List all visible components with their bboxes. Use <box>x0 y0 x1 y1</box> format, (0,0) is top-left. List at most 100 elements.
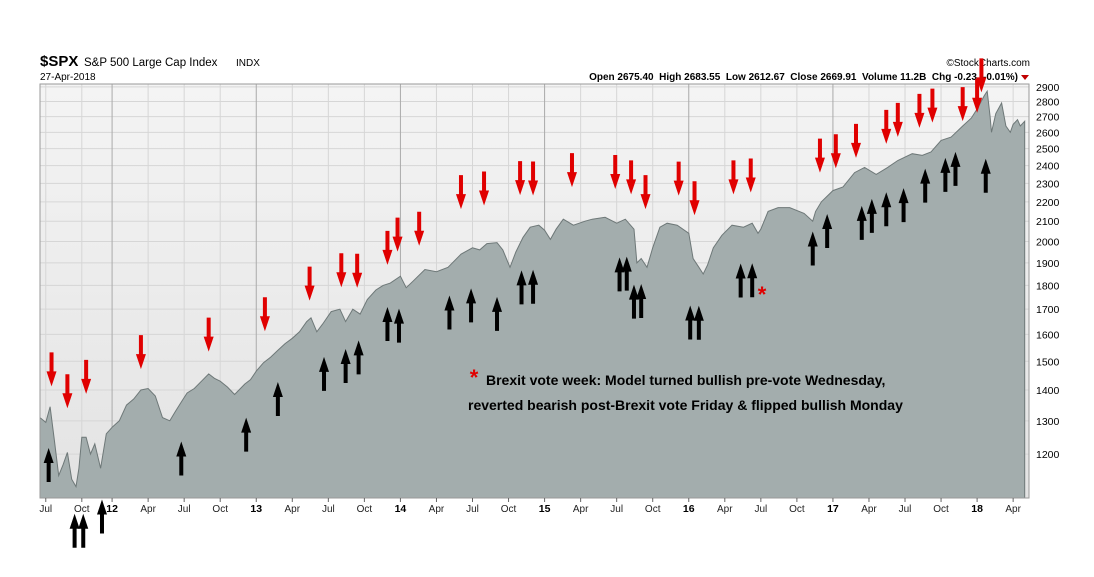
bullish-arrow <box>241 417 252 452</box>
symbol: $SPX <box>40 53 78 70</box>
brexit-star: * <box>758 282 767 307</box>
y-tick-label: 2000 <box>1036 237 1060 249</box>
bearish-arrow <box>881 109 892 144</box>
x-tick-label: Apr <box>285 504 301 515</box>
bearish-arrow <box>640 175 651 210</box>
bearish-arrow <box>976 58 987 93</box>
bearish-arrow <box>814 138 825 173</box>
x-tick-label: 12 <box>106 503 118 515</box>
y-tick-label: 2800 <box>1036 96 1060 108</box>
x-tick-label: Apr <box>140 504 156 515</box>
x-tick-label: Oct <box>74 504 90 515</box>
bullish-arrow <box>856 205 867 240</box>
bullish-arrow <box>898 188 909 223</box>
bullish-arrow <box>747 263 758 298</box>
bullish-arrow <box>516 270 527 305</box>
bullish-arrow <box>866 198 877 233</box>
bearish-arrow <box>46 352 57 387</box>
annotation-line-1: Brexit vote week: Model turned bullish p… <box>486 372 885 388</box>
bearish-arrow <box>957 87 968 122</box>
plot-frame <box>39 83 1030 499</box>
x-tick-label: 18 <box>971 503 983 515</box>
bullish-arrow <box>980 158 991 193</box>
x-tick-label: Jul <box>610 504 623 515</box>
x-axis: Jul Oct 12 Apr Jul Oct 13 Apr Jul Oct 14 Apr Jul Oct 1… <box>39 498 1022 515</box>
y-tick-label: 1700 <box>1036 304 1060 316</box>
bullish-arrow <box>528 269 539 304</box>
bullish-arrow <box>636 283 647 318</box>
y-tick-label: 1500 <box>1036 356 1060 368</box>
bullish-arrow <box>69 513 80 548</box>
x-tick-label: Jul <box>322 504 335 515</box>
x-tick-label: 15 <box>539 503 551 515</box>
bearish-arrow <box>135 335 146 370</box>
bullish-arrow <box>807 231 818 266</box>
bearish-arrow <box>414 211 425 246</box>
bullish-arrow <box>940 157 951 192</box>
bullish-arrow <box>96 499 107 534</box>
bullish-arrow <box>881 192 892 227</box>
x-tick-label: 17 <box>827 503 839 515</box>
x-tick-label: Apr <box>717 504 733 515</box>
x-tick-label: Apr <box>1005 504 1021 515</box>
bullish-arrow <box>822 213 833 248</box>
bearish-arrow <box>392 217 403 252</box>
bullish-arrow <box>340 348 351 383</box>
bearish-arrow <box>455 175 466 210</box>
bearish-arrow <box>259 297 270 332</box>
index-name: S&P 500 Large Cap Index <box>84 57 218 69</box>
bearish-arrow <box>728 160 739 195</box>
bullish-arrow <box>693 305 704 340</box>
bearish-arrow <box>689 181 700 216</box>
bullish-arrow <box>492 296 503 331</box>
y-tick-label: 2300 <box>1036 178 1060 190</box>
stats-dropdown-icon[interactable] <box>1021 75 1029 80</box>
bullish-arrow <box>272 382 283 417</box>
bearish-arrow <box>830 134 841 169</box>
annotation-line-2: reverted bearish post-Brexit vote Friday… <box>468 397 903 413</box>
bullish-arrow <box>353 340 364 375</box>
bearish-arrow <box>626 160 637 195</box>
signal-arrows <box>43 58 991 548</box>
stats-line: Open 2675.40 High 2683.55 Low 2612.67 Cl… <box>589 72 1018 83</box>
y-tick-label: 2100 <box>1036 216 1060 228</box>
bearish-arrow <box>81 359 92 394</box>
chart-date: 27-Apr-2018 <box>40 72 96 83</box>
bullish-arrow <box>950 151 961 186</box>
x-tick-label: Apr <box>573 504 589 515</box>
y-tick-label: 2500 <box>1036 144 1060 156</box>
bearish-arrow <box>914 93 925 128</box>
bullish-arrow <box>685 305 696 340</box>
bearish-arrow <box>927 88 938 123</box>
bullish-arrow <box>621 256 632 291</box>
annotation-star: * <box>470 365 479 390</box>
bearish-arrow <box>352 253 363 288</box>
x-tick-label: Oct <box>933 504 949 515</box>
bullish-arrow <box>614 257 625 292</box>
bearish-arrow <box>610 154 621 189</box>
bearish-arrow <box>528 161 539 196</box>
bearish-arrow <box>892 102 903 137</box>
bullish-arrow <box>43 447 54 482</box>
bearish-arrow <box>972 78 983 113</box>
bullish-arrow <box>382 306 393 341</box>
y-tick-label: 1300 <box>1036 416 1060 428</box>
bearish-arrow <box>515 161 526 196</box>
x-tick-label: Oct <box>645 504 661 515</box>
exchange: INDX <box>236 58 260 69</box>
bullish-arrow <box>176 441 187 476</box>
bullish-arrow <box>628 284 639 319</box>
bearish-arrow <box>336 253 347 288</box>
y-tick-label: 1900 <box>1036 258 1060 270</box>
bearish-arrow <box>673 161 684 196</box>
x-tick-label: 14 <box>395 503 407 515</box>
y-tick-label: 2900 <box>1036 82 1060 94</box>
bearish-arrow <box>745 158 756 193</box>
x-tick-label: Oct <box>789 504 805 515</box>
bearish-arrow <box>566 153 577 188</box>
bearish-arrow <box>382 230 393 265</box>
y-tick-label: 1400 <box>1036 385 1060 397</box>
x-tick-label: Oct <box>212 504 228 515</box>
x-tick-label: Jul <box>178 504 191 515</box>
